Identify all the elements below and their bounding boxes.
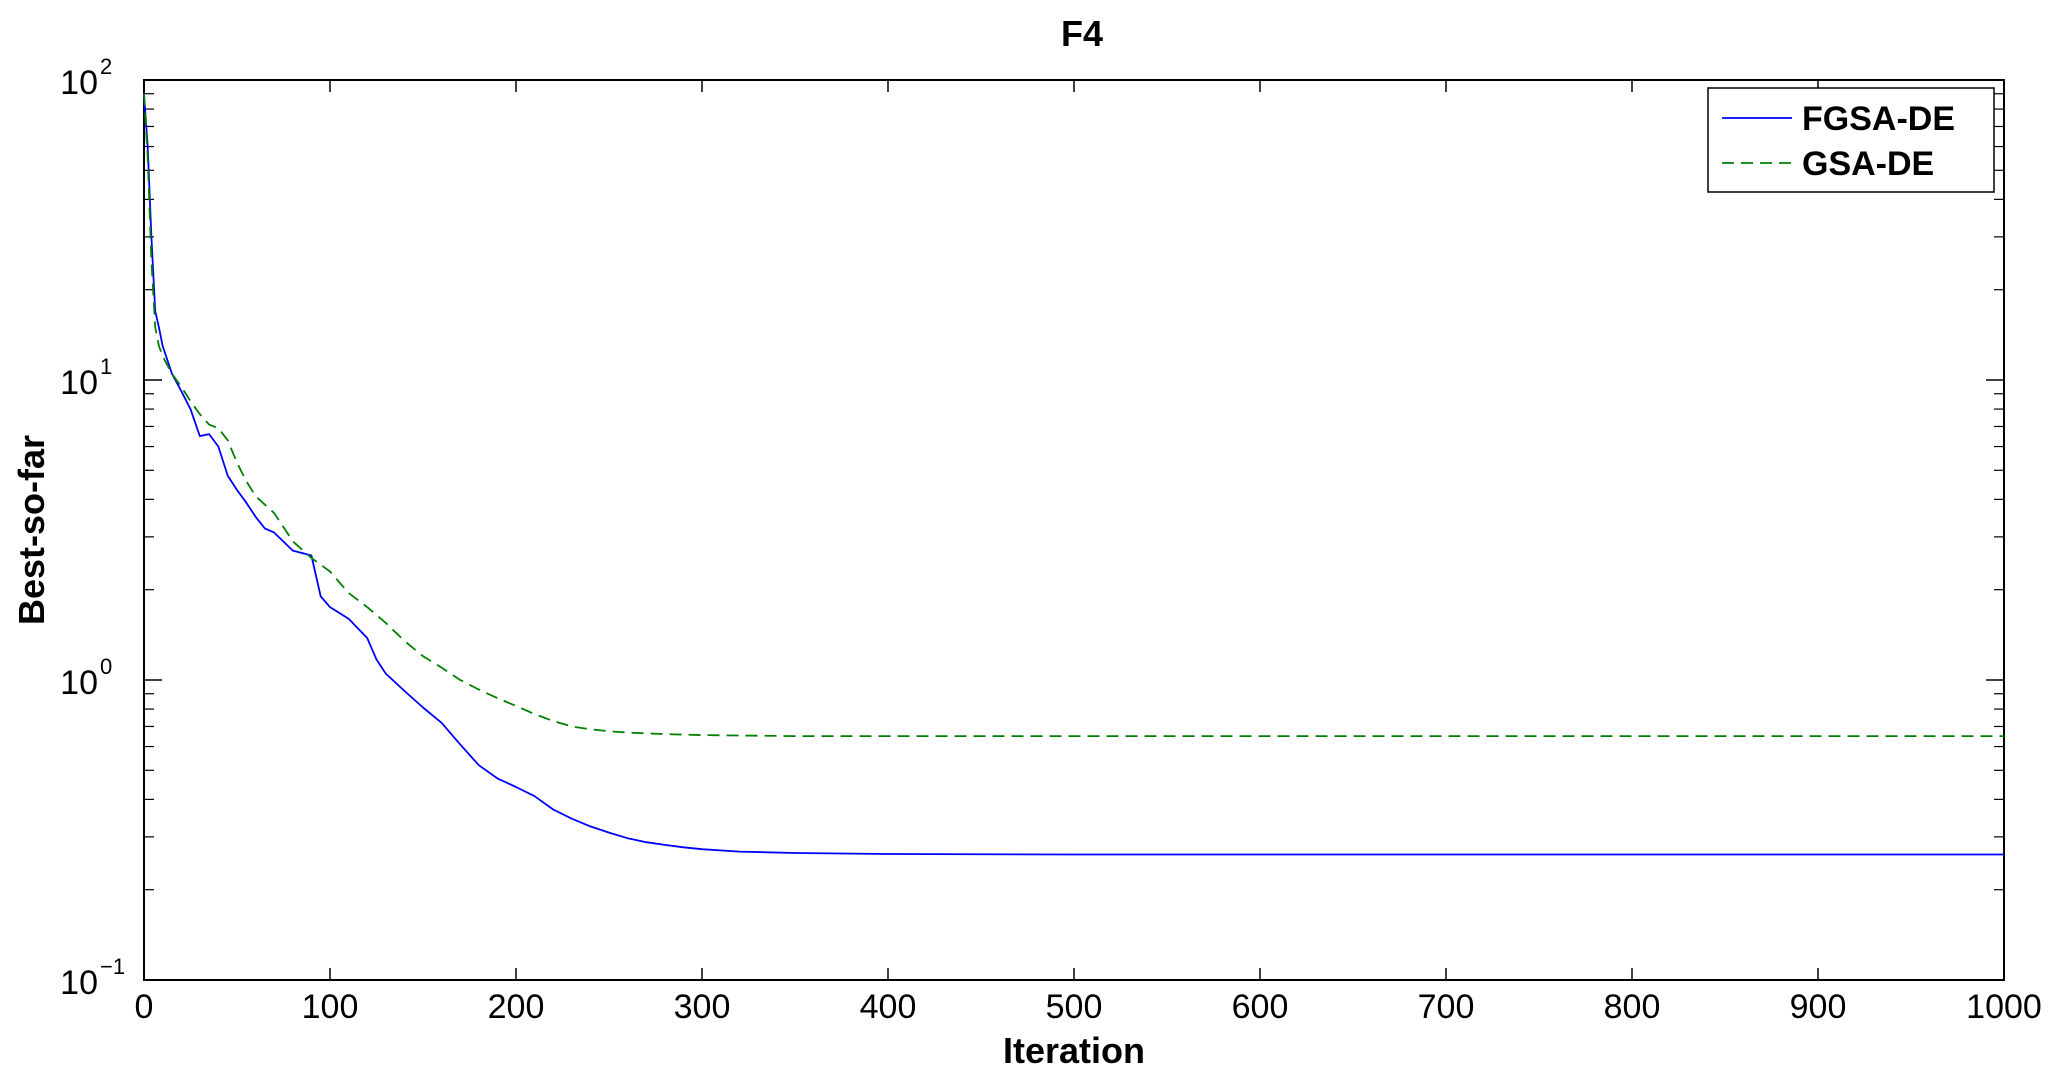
x-tick-label: 400	[860, 988, 917, 1026]
y-tick-label-base: 10	[60, 64, 98, 102]
chart-title: F4	[1061, 13, 1103, 54]
x-tick-label: 500	[1046, 988, 1103, 1026]
x-tick-label: 900	[1790, 988, 1847, 1026]
legend-label-gsa-de: GSA-DE	[1802, 145, 1934, 183]
y-tick-label-exponent: 0	[100, 654, 112, 679]
series-line-gsa-de	[143, 93, 2004, 737]
y-tick-label-exponent: −1	[100, 954, 125, 979]
x-tick-label: 800	[1604, 988, 1661, 1026]
y-tick-label-base: 10	[60, 664, 98, 702]
legend-label-fgsa-de: FGSA-DE	[1802, 100, 1955, 138]
series-lines	[143, 93, 2004, 856]
y-tick-label-exponent: 2	[100, 54, 112, 79]
x-tick-label: 100	[302, 988, 359, 1026]
x-axis-label: Iteration	[1003, 1030, 1145, 1071]
x-tick-label: 200	[488, 988, 545, 1026]
x-tick-label: 1000	[1966, 988, 2042, 1026]
series-line-fgsa-de	[143, 93, 2004, 856]
legend-box	[1707, 87, 1995, 193]
x-tick-label: 300	[674, 988, 731, 1026]
y-tick-label-exponent: 1	[100, 354, 112, 379]
y-tick-label-base: 10	[60, 364, 98, 402]
plot-frame	[143, 79, 2005, 981]
y-axis-label: Best-so-far	[11, 435, 52, 625]
x-tick-label: 600	[1232, 988, 1289, 1026]
y-tick-label-base: 10	[60, 964, 98, 1002]
legend: FGSA-DE GSA-DE	[1707, 87, 1995, 193]
x-tick-label: 0	[135, 988, 154, 1026]
x-tick-label: 700	[1418, 988, 1475, 1026]
